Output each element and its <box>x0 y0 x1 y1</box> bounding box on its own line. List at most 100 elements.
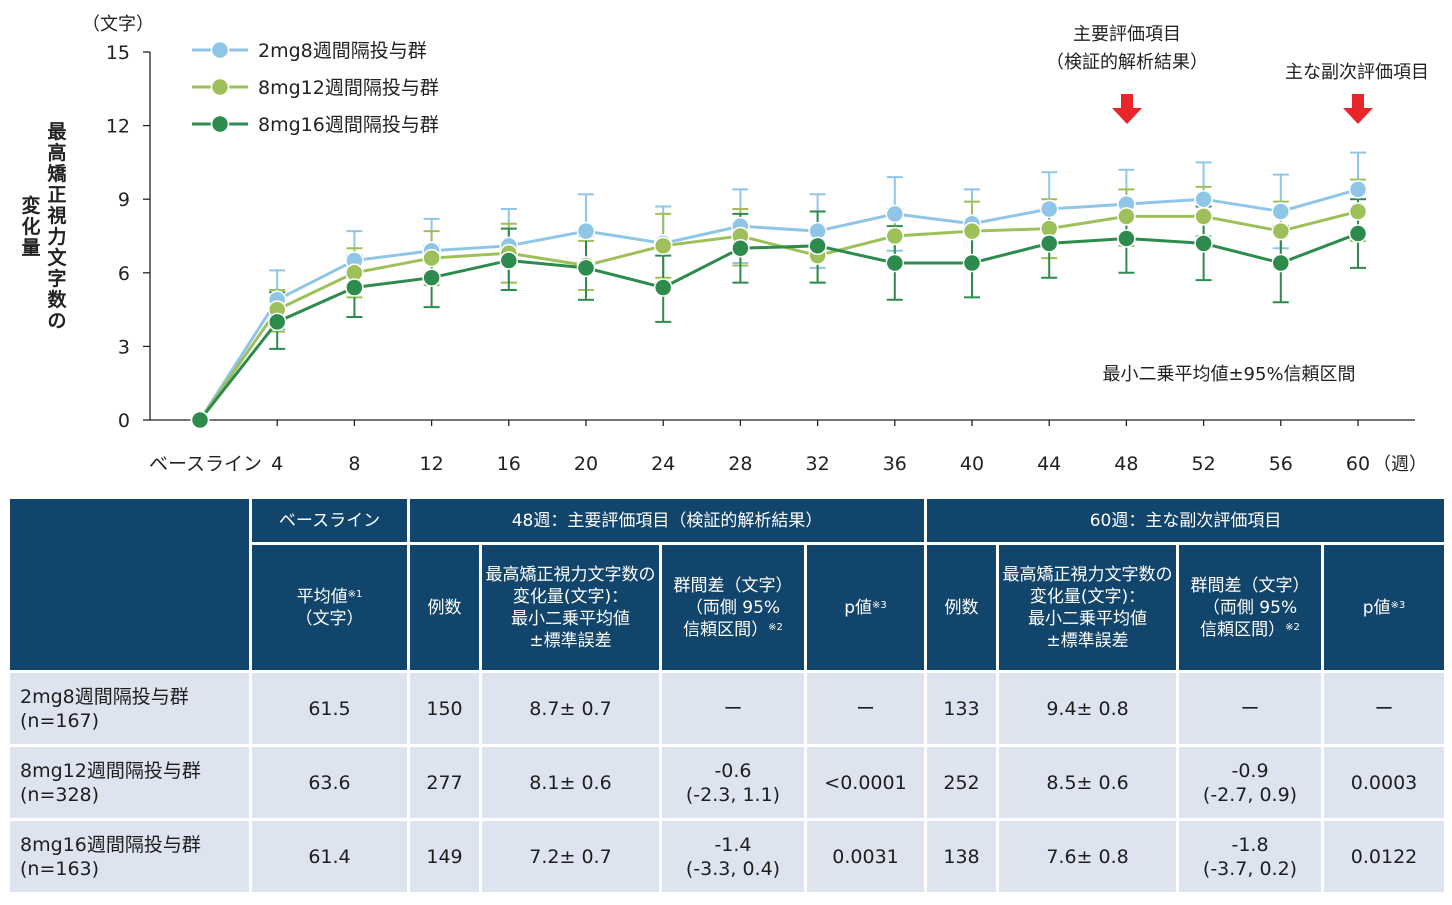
data-point <box>731 239 750 258</box>
y-tick-label: 9 <box>118 189 130 211</box>
y-axis-label-line2: 変化量 <box>21 195 41 259</box>
legend-swatch-marker <box>210 114 230 134</box>
legend-label: 8mg16週間隔投与群 <box>258 114 439 136</box>
data-point <box>885 226 905 246</box>
x-unit-label: （週） <box>1373 454 1427 475</box>
header-change60: 最高矯正視力文字数の 変化量(文字)： 最小二乗平均値 ±標準誤差 <box>996 542 1180 673</box>
x-tick-label: 56 <box>1269 453 1293 475</box>
cell-p48: ー <box>803 670 928 747</box>
y-axis-ticks: 0 3 6 9 12 15 <box>106 42 150 432</box>
data-point <box>1348 224 1368 243</box>
header-n60: 例数 <box>924 542 1000 673</box>
cell-diff60: -0.9 (-2.7, 0.9) <box>1176 744 1325 821</box>
cell-diff60: -1.8 (-3.7, 0.2) <box>1176 818 1325 895</box>
cell-p60: 0.0122 <box>1321 818 1448 895</box>
data-point <box>1271 253 1291 273</box>
data-point <box>962 253 982 273</box>
header-p60: p値※3 <box>1321 542 1448 673</box>
series-markers <box>190 180 1368 430</box>
legend-swatch-marker <box>210 77 230 97</box>
x-tick-label: 32 <box>806 453 830 475</box>
data-point <box>653 278 673 297</box>
header-change48: 最高矯正視力文字数の 変化量(文字)： 最小二乗平均値 ±標準誤差 <box>479 542 662 673</box>
header-week60: 60週：主な副次評価項目 <box>924 496 1448 545</box>
data-point <box>267 312 287 332</box>
results-table: ベースライン 48週：主要評価項目（検証的解析結果） 60週：主な副次評価項目 … <box>7 496 1448 895</box>
cell-n60: 138 <box>924 818 1000 895</box>
table-row: 8mg16週間隔投与群 (n=163) 61.4 149 7.2± 0.7 -1.… <box>7 818 1448 895</box>
x-tick-label: 60 <box>1346 453 1370 475</box>
data-point <box>1348 180 1368 199</box>
series-line <box>198 232 1359 421</box>
cell-baseline: 61.4 <box>249 818 410 895</box>
cell-n48: 277 <box>407 744 482 821</box>
series-markers <box>190 224 1368 430</box>
data-point <box>885 204 905 224</box>
y-tick-label: 12 <box>106 116 130 138</box>
cell-p60: 0.0003 <box>1321 744 1448 821</box>
y-axis-label-line1: 最高矯正視力文字数の <box>47 121 67 332</box>
data-point <box>653 236 673 256</box>
data-point <box>1271 202 1291 221</box>
secondary-endpoint-annotation: 主な副次評価項目 <box>1285 62 1429 124</box>
table-corner-cell <box>7 496 252 673</box>
cell-n60: 252 <box>924 744 1000 821</box>
x-axis-ticks: ベースライン 4 8 12 16 20 24 28 32 36 40 44 48 52 56 60 <box>149 420 1370 475</box>
primary-endpoint-sublabel: （検証的解析結果） <box>1046 52 1208 73</box>
data-point <box>1039 199 1059 219</box>
cell-n60: 133 <box>924 670 1000 747</box>
x-tick-label: 8 <box>348 453 360 475</box>
row-group-label: 2mg8週間隔投与群 (n=167) <box>7 670 252 747</box>
x-tick-label: 12 <box>420 453 444 475</box>
series-group <box>198 198 1366 421</box>
y-tick-label: 3 <box>118 336 130 358</box>
data-point <box>1117 229 1136 248</box>
data-point <box>345 278 364 297</box>
row-group-label: 8mg16週間隔投与群 (n=163) <box>7 818 252 895</box>
data-point <box>1039 234 1059 253</box>
chart-legend: 2mg8週間隔投与群 8mg12週間隔投与群 8mg16週間隔投与群 <box>192 40 439 136</box>
header-mean: 平均値※1 （文字） <box>249 542 410 673</box>
primary-endpoint-annotation: 主要評価項目 （検証的解析結果） <box>1046 24 1208 124</box>
x-tick-label: 20 <box>574 453 598 475</box>
y-tick-label: 6 <box>118 263 130 285</box>
cell-diff60: ー <box>1176 670 1325 747</box>
data-point <box>1194 234 1213 253</box>
x-tick-label: 4 <box>271 453 283 475</box>
x-tick-label: 36 <box>883 453 907 475</box>
secondary-endpoint-arrow-icon <box>1343 94 1373 124</box>
data-point <box>190 410 210 430</box>
cell-change48: 8.1± 0.6 <box>479 744 662 821</box>
cell-p48: 0.0031 <box>803 818 928 895</box>
data-point <box>885 253 905 273</box>
data-point <box>576 221 596 241</box>
x-tick-label: 48 <box>1114 453 1138 475</box>
x-tick-label: 28 <box>728 453 752 475</box>
data-point <box>1194 189 1213 209</box>
data-point <box>422 268 441 287</box>
legend-swatch-marker <box>210 40 230 60</box>
cell-baseline: 61.5 <box>249 670 410 747</box>
series-markers <box>190 202 1368 430</box>
cell-change48: 7.2± 0.7 <box>479 818 662 895</box>
header-baseline: ベースライン <box>249 496 410 545</box>
legend-label: 8mg12週間隔投与群 <box>258 77 439 99</box>
x-tick-label: 40 <box>960 453 984 475</box>
table-row: 8mg12週間隔投与群 (n=328) 63.6 277 8.1± 0.6 -0.… <box>7 744 1448 821</box>
cell-diff48: -0.6 (-2.3, 1.1) <box>659 744 807 821</box>
header-p48: p値※3 <box>803 542 928 673</box>
y-unit-label: （文字） <box>82 14 154 35</box>
primary-endpoint-label: 主要評価項目 <box>1073 24 1181 45</box>
x-tick-label: 52 <box>1192 453 1216 475</box>
data-point <box>1348 202 1368 221</box>
cell-change60: 8.5± 0.6 <box>996 744 1180 821</box>
data-point <box>1117 207 1136 226</box>
data-point <box>808 236 827 256</box>
cell-n48: 149 <box>407 818 482 895</box>
cell-p60: ー <box>1321 670 1448 747</box>
header-diff48: 群間差（文字） （両側 95% 信頼区間）※2 <box>659 542 807 673</box>
cell-change60: 7.6± 0.8 <box>996 818 1180 895</box>
row-group-label: 8mg12週間隔投与群 (n=328) <box>7 744 252 821</box>
primary-endpoint-arrow-icon <box>1112 94 1142 124</box>
